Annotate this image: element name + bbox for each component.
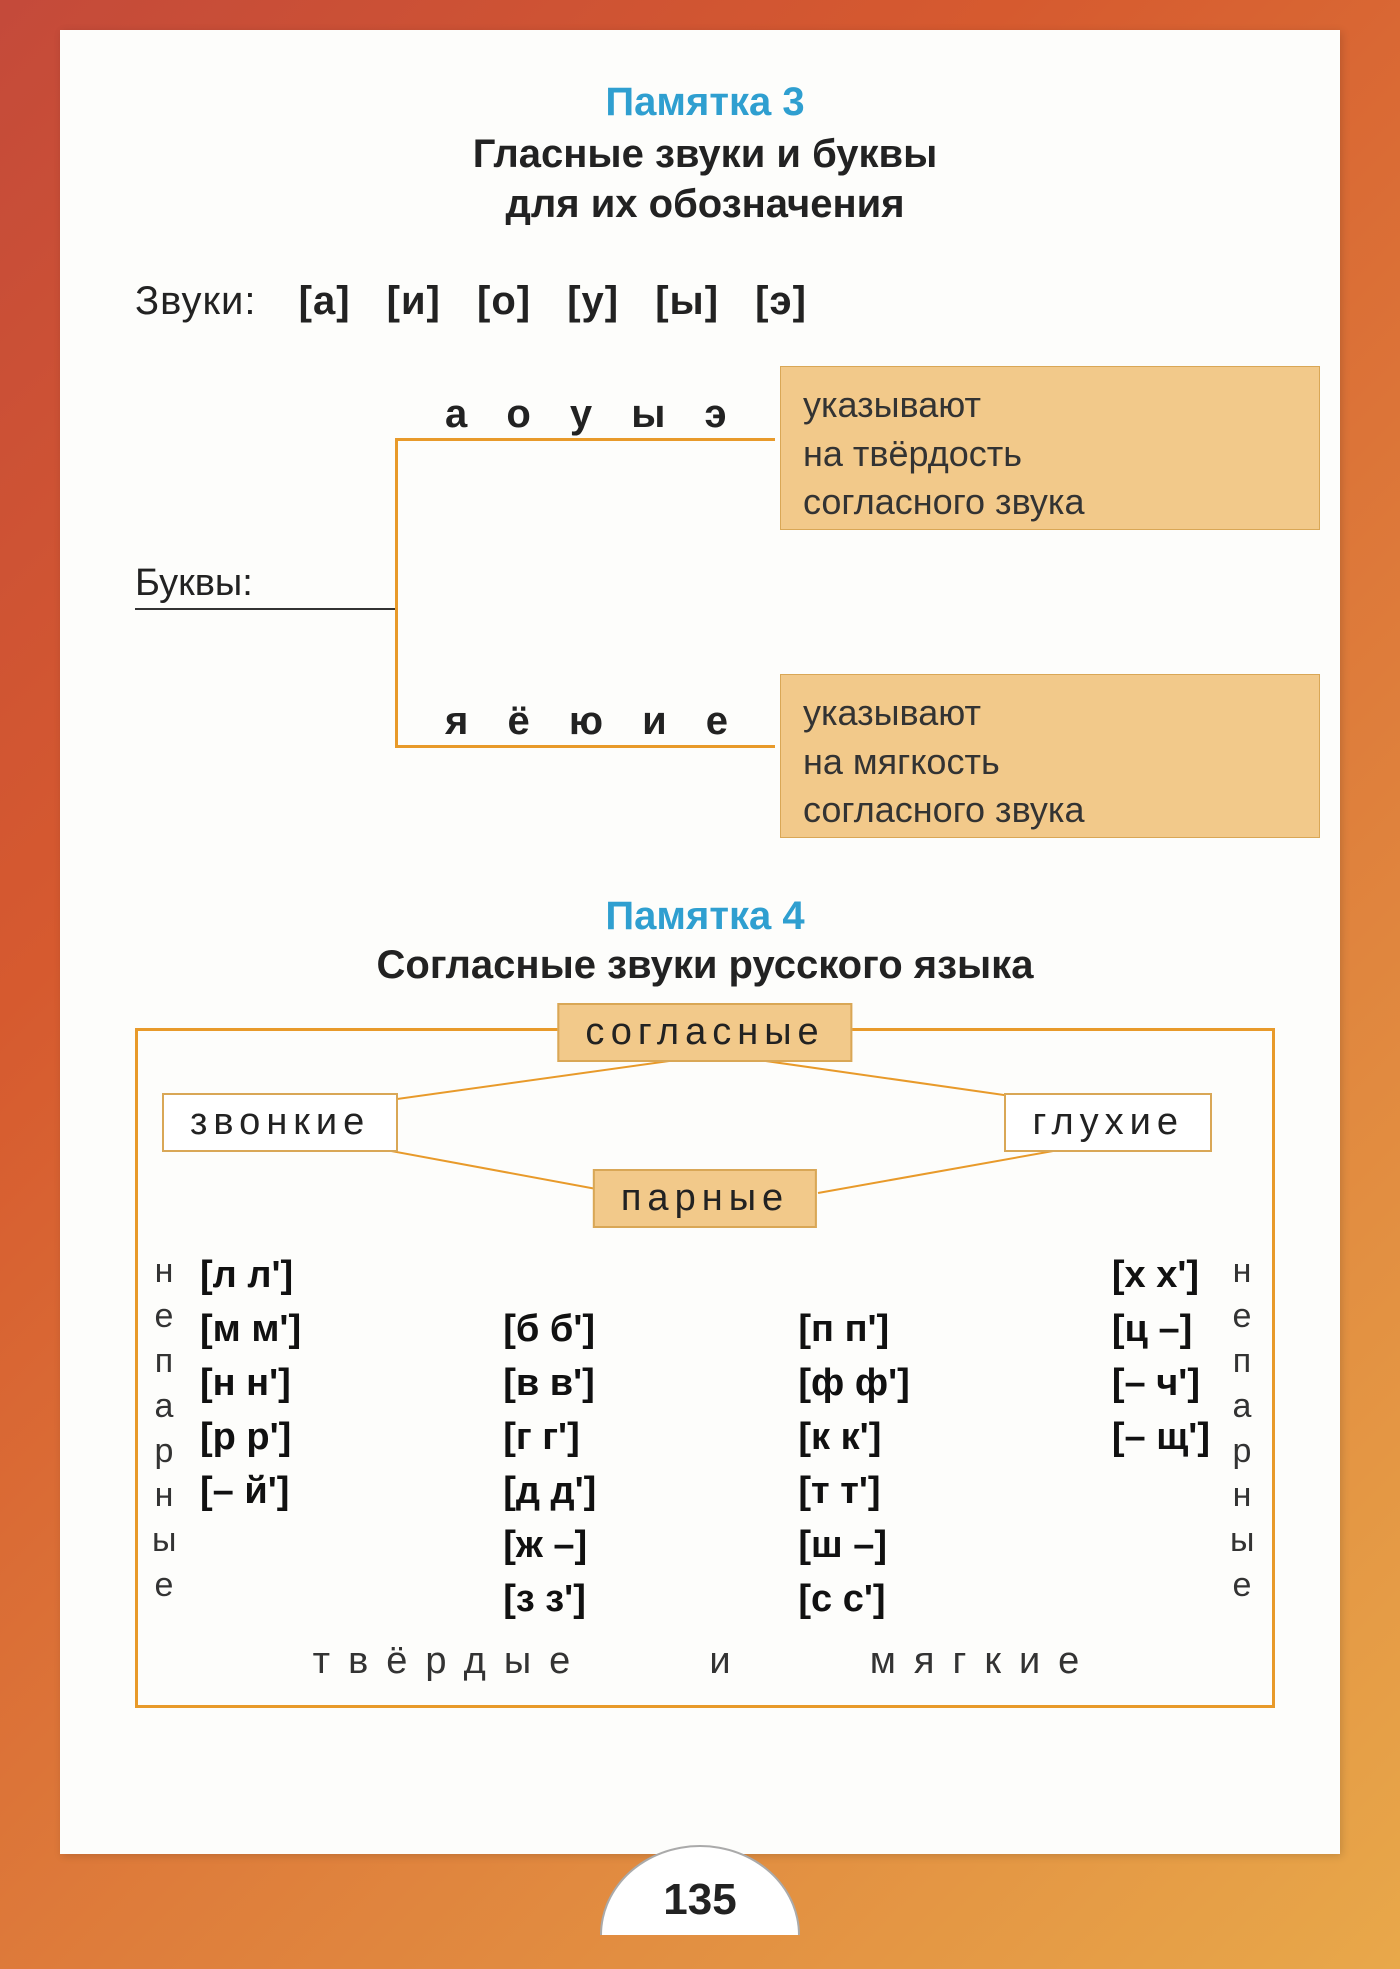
c3-r1: [п п']: [798, 1303, 909, 1357]
hard-vowel-letters: а о у ы э: [445, 392, 741, 437]
soft-hint-l3: согласного звука: [803, 789, 1084, 830]
c3-r2: [ф ф']: [798, 1357, 909, 1411]
bottom-hard: твёрдые: [313, 1640, 589, 1682]
c2-r3: [г г']: [503, 1411, 596, 1465]
hard-hint-l2: на твёрдость: [803, 433, 1022, 474]
c4-r1: [х х']: [1112, 1249, 1210, 1303]
c3-r6: [с с']: [798, 1573, 909, 1627]
pairs-grid: [л л'] [м м'] [н н'] [р р'] [– й'] [б б'…: [200, 1249, 1210, 1627]
bottom-and: и: [709, 1640, 748, 1682]
unpaired-right-text: непарные: [1230, 1252, 1254, 1604]
memo4-subtitle: Согласные звуки русского языка: [135, 943, 1275, 988]
unpaired-left-text: непарные: [152, 1252, 176, 1604]
sounds-label: Звуки:: [135, 279, 257, 323]
consonants-diagram: согласные звонкие глухие парные непарные…: [135, 1028, 1275, 1708]
sound-y: [ы]: [655, 279, 719, 323]
c4-r2: [ц –]: [1112, 1303, 1210, 1357]
tag-voiced: звонкие: [162, 1093, 398, 1152]
textbook-page: Памятка 3 Гласные звуки и буквы для их о…: [60, 30, 1340, 1854]
memo3-title: Памятка 3: [135, 80, 1275, 125]
c2-r4: [д д']: [503, 1465, 596, 1519]
c1-r5: [– й']: [200, 1465, 301, 1519]
c1-r2: [м м']: [200, 1303, 301, 1357]
tag-consonants: согласные: [557, 1003, 852, 1062]
sound-e: [э]: [755, 279, 807, 323]
memo4-title: Памятка 4: [135, 894, 1275, 939]
bottom-soft: мягкие: [870, 1640, 1098, 1682]
bracket-bottom: [395, 745, 775, 748]
c2-r1: [б б']: [503, 1303, 596, 1357]
soft-vowel-letters: я ё ю и е: [445, 699, 742, 744]
hard-hint-l1: указывают: [803, 384, 981, 425]
soft-hint-l1: указывают: [803, 692, 981, 733]
hard-hint-l3: согласного звука: [803, 481, 1084, 522]
col-paired-voiced: [б б'] [в в'] [г г'] [д д'] [ж –] [з з']: [503, 1303, 596, 1627]
letters-underline: [135, 608, 395, 610]
letters-label: Буквы:: [135, 562, 253, 605]
c3-r3: [к к']: [798, 1411, 909, 1465]
soft-hint-l2: на мягкость: [803, 741, 1000, 782]
sound-a: [а]: [299, 279, 351, 323]
sounds-line: Звуки: [а] [и] [о] [у] [ы] [э]: [135, 279, 1275, 324]
sound-i: [и]: [387, 279, 441, 323]
c2-r2: [в в']: [503, 1357, 596, 1411]
vowel-diagram: Буквы: а о у ы э я ё ю и е указывают на …: [135, 384, 1275, 824]
col-paired-voiceless: [п п'] [ф ф'] [к к'] [т т'] [ш –] [с с']: [798, 1303, 909, 1627]
memo3-subtitle: Гласные звуки и буквы для их обозначения: [135, 129, 1275, 229]
memo3-subtitle-line2: для их обозначения: [505, 182, 904, 226]
c4-r3: [– ч']: [1112, 1357, 1210, 1411]
bracket-vertical: [395, 438, 398, 748]
c1-r3: [н н']: [200, 1357, 301, 1411]
sound-u: [у]: [567, 279, 619, 323]
hard-hint-box: указывают на твёрдость согласного звука: [780, 366, 1320, 530]
unpaired-label-left: непарные: [152, 1249, 176, 1608]
c3-r5: [ш –]: [798, 1519, 909, 1573]
tag-paired: парные: [593, 1169, 817, 1228]
c3-r4: [т т']: [798, 1465, 909, 1519]
c2-r5: [ж –]: [503, 1519, 596, 1573]
col-unpaired-voiceless: [х х'] [ц –] [– ч'] [– щ']: [1112, 1249, 1210, 1627]
c2-r6: [з з']: [503, 1573, 596, 1627]
bottom-hard-soft: твёрдые и мягкие: [138, 1640, 1272, 1683]
sound-o: [о]: [477, 279, 531, 323]
tag-voiceless: глухие: [1004, 1093, 1212, 1152]
c1-r1: [л л']: [200, 1249, 301, 1303]
c4-r4: [– щ']: [1112, 1411, 1210, 1465]
c1-r4: [р р']: [200, 1411, 301, 1465]
col-unpaired-voiced: [л л'] [м м'] [н н'] [р р'] [– й']: [200, 1249, 301, 1627]
soft-hint-box: указывают на мягкость согласного звука: [780, 674, 1320, 838]
bracket-top: [395, 438, 775, 441]
unpaired-label-right: непарные: [1230, 1249, 1254, 1608]
memo3-subtitle-line1: Гласные звуки и буквы: [473, 132, 938, 176]
